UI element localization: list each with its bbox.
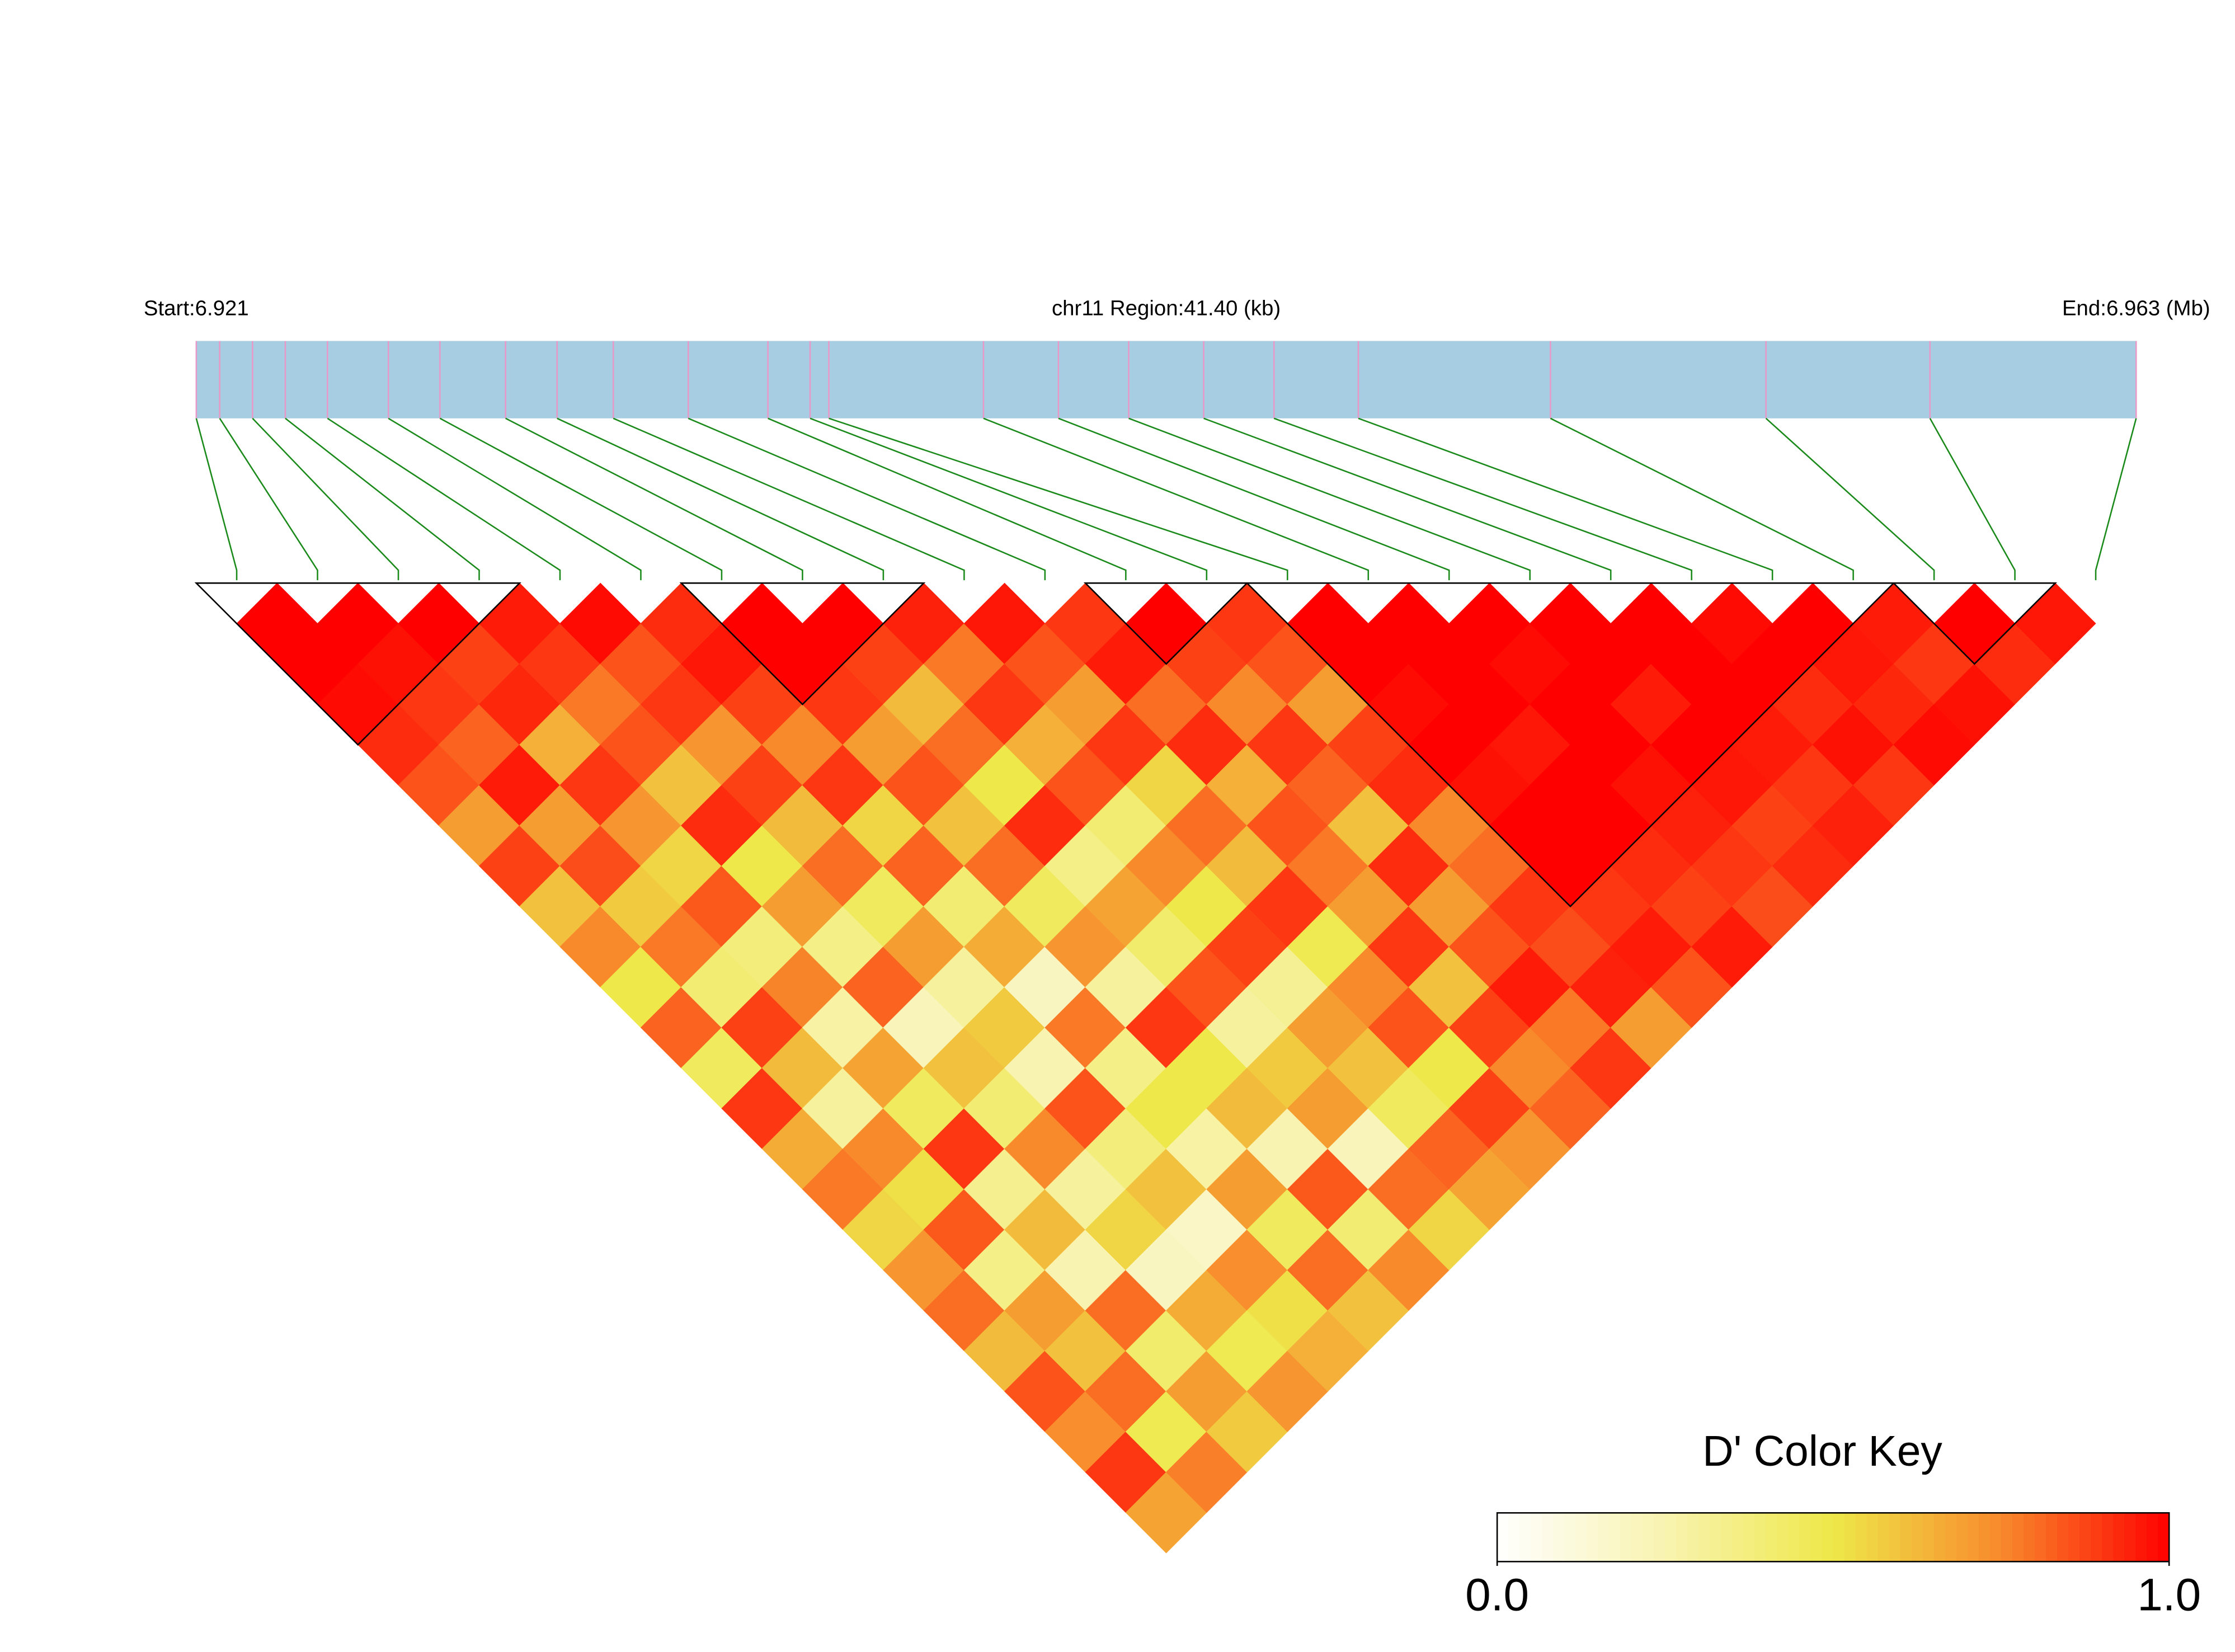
color-key-cell (1553, 1513, 1565, 1562)
color-key-cell (1665, 1513, 1677, 1562)
color-key-cell (2124, 1513, 2136, 1562)
color-key-label: 1.0 (2137, 1569, 2201, 1620)
color-key-cell (1754, 1513, 1767, 1562)
snp-link (983, 417, 1370, 581)
color-key-cell (2068, 1513, 2080, 1562)
color-key-cell (1575, 1513, 1588, 1562)
snp-link (285, 417, 480, 581)
snp-link (327, 417, 561, 581)
color-key-cell (1900, 1513, 1912, 1562)
color-key-cell (1643, 1513, 1655, 1562)
ld-block (679, 582, 926, 705)
ld-block (1891, 582, 2057, 665)
color-key-cell (1799, 1513, 1811, 1562)
color-key-cell (2046, 1513, 2058, 1562)
ld-block (1084, 582, 1249, 665)
snp-link (1273, 417, 1692, 581)
color-key-cell (1933, 1513, 1946, 1562)
color-key-cell (1822, 1513, 1834, 1562)
color-key-cell (1497, 1513, 1509, 1562)
snp-link (219, 418, 318, 581)
color-key-cell (2113, 1513, 2125, 1562)
color-key-cell (1542, 1513, 1554, 1562)
color-key-cell (2023, 1513, 2035, 1562)
legend-title: D' Color Key (1702, 1427, 1942, 1475)
color-key-cell (1508, 1513, 1520, 1562)
color-key-cell (1956, 1513, 1968, 1562)
snp-link (1550, 417, 1854, 581)
snp-link (1929, 418, 2016, 581)
color-key-cell (2057, 1513, 2069, 1562)
position-bar (196, 341, 2137, 418)
color-key-cell (1721, 1513, 1733, 1562)
color-key-cell (2102, 1513, 2114, 1562)
color-key-cell (1631, 1513, 1644, 1562)
snp-link (1358, 417, 1773, 581)
snp-link (613, 417, 965, 581)
color-key-cell (2012, 1513, 2024, 1562)
color-key-cell (2158, 1513, 2170, 1562)
color-key-cell (1531, 1513, 1542, 1562)
start-label: Start:6.921 (144, 296, 249, 320)
color-key-cell (1687, 1513, 1700, 1562)
color-key-cell (1519, 1513, 1531, 1562)
color-key-cell (1889, 1513, 1901, 1562)
color-key-cell (1710, 1513, 1722, 1562)
color-key-cell (2034, 1513, 2046, 1562)
snp-link (1128, 417, 1531, 581)
snp-link (252, 417, 399, 581)
snp-link (1058, 417, 1450, 581)
snp-link (1203, 417, 1612, 581)
color-key-cell (2079, 1513, 2091, 1562)
color-key-cell (1833, 1513, 1845, 1562)
color-key-cell (1598, 1513, 1610, 1562)
color-key-cell (1564, 1513, 1577, 1562)
color-key-cell (1989, 1513, 2002, 1562)
color-key-cell (1609, 1513, 1621, 1562)
color-key-cell (1922, 1513, 1935, 1562)
snp-link (688, 417, 1046, 581)
color-key-cell (1967, 1513, 1979, 1562)
color-key-cell (1766, 1513, 1778, 1562)
color-key-cell (1777, 1513, 1789, 1562)
color-key-cell (1978, 1513, 1991, 1562)
snp-link (829, 417, 1288, 581)
ld-block (1245, 582, 1895, 908)
color-key-cell (1810, 1513, 1823, 1562)
color-key-cell (1911, 1513, 1923, 1562)
color-key-frame (1496, 1512, 2170, 1562)
color-key-cell (2091, 1513, 2102, 1562)
snp-link (2095, 418, 2137, 581)
color-key-cell (1743, 1513, 1756, 1562)
color-key-cell (1587, 1513, 1599, 1562)
snp-link (1765, 417, 1935, 581)
color-key-label: 0.0 (1465, 1569, 1529, 1620)
color-key-cell (1788, 1513, 1800, 1562)
color-key-cell (2147, 1513, 2158, 1562)
color-key-cell (1855, 1513, 1867, 1562)
snp-link (810, 417, 1208, 581)
end-label: End:6.963 (Mb) (2062, 296, 2210, 320)
color-key-cell (2135, 1513, 2147, 1562)
color-key-cell (1945, 1513, 1957, 1562)
color-key-cell (1676, 1513, 1688, 1562)
snp-link (557, 417, 884, 581)
snp-link (505, 417, 803, 581)
snp-link (439, 417, 723, 581)
snp-link (195, 418, 238, 581)
color-key-cell (1654, 1513, 1666, 1562)
color-key-cell (2001, 1513, 2013, 1562)
color-key-cell (1844, 1513, 1856, 1562)
color-key-cell (1878, 1513, 1890, 1562)
color-key-cell (1620, 1513, 1632, 1562)
snp-link (768, 417, 1127, 581)
ld-block (194, 582, 521, 746)
color-key-cell (1866, 1513, 1879, 1562)
color-key-cell (1732, 1513, 1744, 1562)
snp-link (388, 417, 642, 581)
color-key-cell (1698, 1513, 1711, 1562)
region-label: chr11 Region:41.40 (kb) (1052, 296, 1281, 320)
